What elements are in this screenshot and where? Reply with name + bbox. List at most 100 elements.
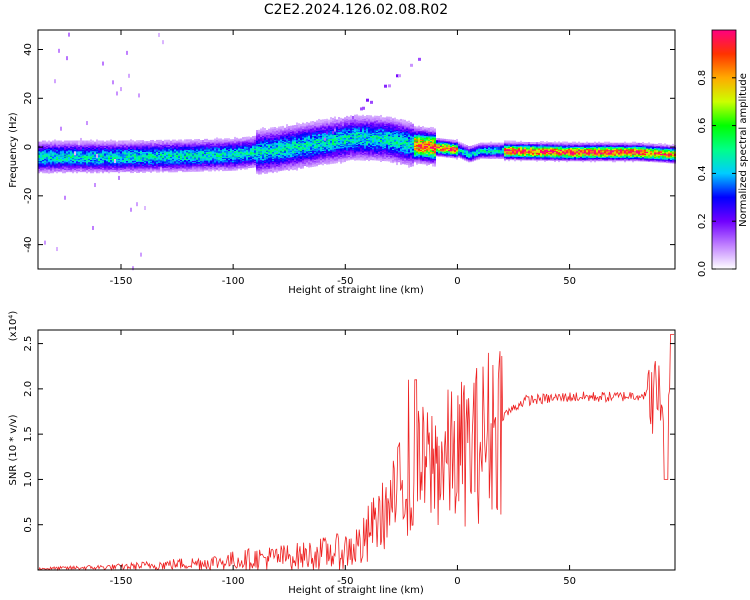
spectrogram-cell — [194, 140, 196, 143]
spectrogram-cell — [288, 126, 290, 129]
spectrogram-cell — [102, 159, 104, 162]
spectrogram-cell — [212, 167, 214, 170]
spectrogram-cell — [292, 148, 294, 151]
spectrogram-cell — [136, 143, 138, 146]
spectrogram-cell — [292, 126, 294, 129]
spectrogram-cell — [134, 153, 136, 156]
spectrogram-cell — [260, 168, 262, 171]
spectrogram-cell — [272, 130, 274, 133]
spectrogram-cell — [336, 155, 338, 158]
spectrogram-cell — [186, 149, 188, 152]
spectrogram-cell — [46, 162, 48, 165]
spectrogram-cell — [310, 165, 312, 168]
spectrogram-cell — [280, 149, 282, 152]
spectrogram-cell — [138, 148, 140, 151]
spectrogram-cell — [200, 163, 202, 166]
spectrogram-cell — [178, 157, 180, 160]
spectrogram-cell — [262, 162, 264, 165]
spectrogram-cell — [290, 160, 292, 163]
spectrogram-cell — [292, 162, 294, 165]
spectrogram-cell — [92, 152, 94, 155]
spectrogram-cell — [94, 143, 96, 146]
spectrogram-cell — [278, 166, 280, 169]
spectrogram-cell — [288, 168, 290, 171]
spectrogram-cell — [144, 151, 146, 154]
spectrogram-cell — [244, 167, 246, 170]
spectrogram-cell — [216, 150, 218, 153]
spectrogram-cell — [344, 151, 346, 154]
spectrogram-cell — [164, 156, 166, 159]
spectrogram-cell — [94, 156, 96, 159]
spectrogram-cell — [330, 139, 332, 142]
spectrogram-cell — [116, 167, 118, 170]
spectrogram-cell — [282, 154, 284, 157]
spectrogram-cell — [264, 165, 266, 168]
spectrogram-cell — [64, 167, 66, 170]
spectrogram-cell — [66, 146, 68, 149]
spectrogram-cell — [88, 169, 90, 172]
spectrogram-cell — [312, 127, 314, 130]
spectrogram-cell — [62, 154, 64, 157]
spectrogram-cell — [138, 169, 140, 172]
spectrogram-cell — [164, 162, 166, 165]
spectrogram-cell — [194, 160, 196, 163]
spectrogram-cell — [232, 167, 234, 170]
spectrogram-cell — [242, 164, 244, 167]
spectrogram-cell — [40, 148, 42, 151]
spectrogram-cell — [158, 146, 160, 149]
spectrogram-cell — [320, 125, 322, 128]
spectrogram-cell — [212, 157, 214, 160]
spectrogram-cell — [178, 164, 180, 167]
spectrogram-cell — [248, 148, 250, 151]
spectrogram-cell — [284, 142, 286, 145]
spectrogram-cell — [278, 144, 280, 147]
spectrogram-cell — [336, 140, 338, 143]
spectrogram-cell — [88, 166, 90, 169]
spectrogram-cell — [312, 157, 314, 160]
spectrogram-cell — [244, 157, 246, 160]
spectrogram-cell — [324, 155, 326, 158]
spectrogram-cell — [176, 162, 178, 165]
spectrogram-cell — [120, 163, 122, 166]
spectrogram-cell — [294, 140, 296, 143]
spectrogram-cell — [286, 151, 288, 154]
spectrogram-cell — [222, 165, 224, 168]
spectrogram-cell — [344, 154, 346, 157]
spectrogram-cell — [102, 144, 104, 147]
spectrogram-cell — [192, 141, 194, 144]
spectrogram-cell — [84, 144, 86, 147]
spectrogram-cell — [66, 161, 68, 164]
spectrogram-cell — [304, 157, 306, 160]
spectrogram-cell — [266, 154, 268, 157]
spectrogram-cell — [248, 139, 250, 142]
spectrogram-cell — [260, 130, 262, 133]
spectrogram-cell — [254, 154, 256, 157]
spectrogram-cell — [66, 143, 68, 146]
spectrogram-cell — [254, 155, 256, 158]
spectrogram-cell — [326, 159, 328, 162]
spectrogram-cell — [76, 164, 78, 167]
spectrogram-cell — [260, 151, 262, 154]
spectrogram-cell — [284, 165, 286, 168]
spectrogram-cell — [148, 155, 150, 158]
spectrogram-cell — [90, 167, 92, 170]
spectrogram-cell — [272, 132, 274, 135]
spectrogram-cell — [56, 162, 58, 165]
spectrogram-cell — [278, 136, 280, 139]
spectrogram-cell — [292, 156, 294, 159]
spectrogram-cell — [212, 143, 214, 146]
spectrogram-cell — [150, 154, 152, 157]
spectrogram-cell — [102, 167, 104, 170]
spectrogram-cell — [264, 171, 266, 174]
spectrogram-cell — [232, 143, 234, 146]
spectrogram-cell — [226, 150, 228, 153]
spectrogram-cell — [216, 165, 218, 168]
spectrogram-cell — [128, 160, 130, 163]
spectrogram-cell — [244, 161, 246, 164]
spectrogram-cell — [262, 165, 264, 168]
spectrogram-cell — [328, 152, 330, 155]
spectrogram-cell — [190, 162, 192, 165]
spectrogram-cell — [168, 169, 170, 172]
spectrogram-cell — [126, 145, 128, 148]
spectrogram-cell — [332, 151, 334, 154]
